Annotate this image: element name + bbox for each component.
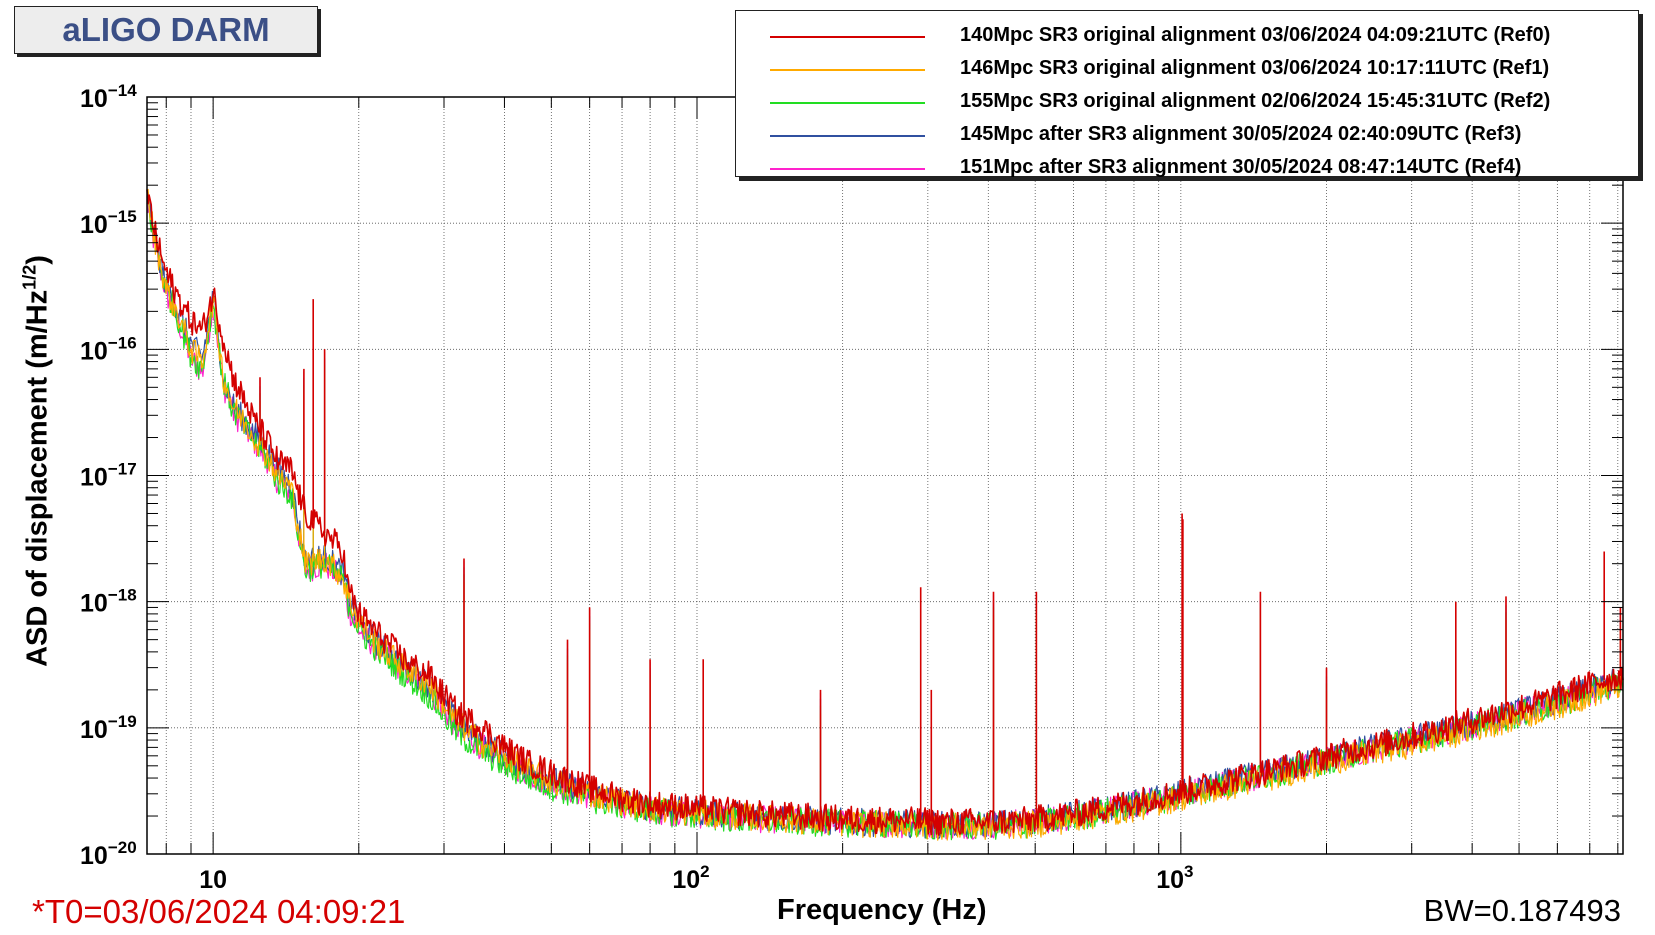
y-axis-label: ASD of displacement (m/Hz1/2) — [20, 255, 55, 667]
x-tick-label: 102 — [672, 862, 709, 894]
legend-swatch-ref0 — [770, 36, 925, 38]
plot-ticks — [147, 96, 1623, 855]
x-tick-label: 10 — [199, 866, 227, 894]
y-axis-label-exponent: 1/2 — [19, 264, 40, 290]
legend-swatch-ref1 — [770, 69, 925, 71]
legend-swatch-ref2 — [770, 102, 925, 104]
y-tick-label: 10−17 — [80, 460, 137, 492]
t0-timestamp: *T0=03/06/2024 04:09:21 — [32, 893, 406, 930]
y-axis-label-close: ) — [21, 255, 54, 265]
x-tick-label: 103 — [1156, 862, 1193, 894]
plot-title: aLIGO DARM — [14, 6, 318, 54]
legend-entry-ref0: 140Mpc SR3 original alignment 03/06/2024… — [736, 21, 1638, 53]
legend-label-ref1: 146Mpc SR3 original alignment 03/06/2024… — [960, 57, 1550, 79]
legend-label-ref4: 151Mpc after SR3 alignment 30/05/2024 08… — [960, 156, 1522, 178]
bandwidth-readout: BW=0.187493 — [1423, 893, 1621, 928]
series-line-ref0 — [146, 189, 1624, 836]
x-axis-label: Frequency (Hz) — [777, 894, 987, 926]
legend-swatch-ref3 — [770, 135, 925, 137]
legend-label-ref3: 145Mpc after SR3 alignment 30/05/2024 02… — [960, 123, 1522, 145]
plot-tick-labels: 10 102 103 10−14 10−15 10−16 10−17 10−18 10−19 10… — [80, 81, 1193, 894]
legend-entry-ref3: 145Mpc after SR3 alignment 30/05/2024 02… — [736, 120, 1638, 152]
legend-entry-ref4: 151Mpc after SR3 alignment 30/05/2024 08… — [736, 153, 1638, 185]
legend-entry-ref2: 155Mpc SR3 original alignment 02/06/2024… — [736, 87, 1638, 119]
legend[interactable]: 140Mpc SR3 original alignment 03/06/2024… — [735, 10, 1639, 178]
plot-curves — [146, 188, 1624, 841]
legend-swatch-ref4 — [770, 168, 925, 170]
y-tick-label: 10−18 — [80, 586, 137, 618]
y-tick-label: 10−20 — [80, 838, 137, 870]
y-tick-label: 10−16 — [80, 333, 137, 365]
legend-label-ref0: 140Mpc SR3 original alignment 03/06/2024… — [960, 24, 1551, 46]
legend-entry-ref1: 146Mpc SR3 original alignment 03/06/2024… — [736, 54, 1638, 86]
y-tick-label: 10−19 — [80, 712, 137, 744]
y-axis-label-text: ASD of displacement (m/Hz — [21, 289, 54, 667]
y-tick-label: 10−14 — [80, 81, 137, 113]
y-tick-label: 10−15 — [80, 207, 137, 239]
legend-label-ref2: 155Mpc SR3 original alignment 02/06/2024… — [960, 90, 1551, 112]
